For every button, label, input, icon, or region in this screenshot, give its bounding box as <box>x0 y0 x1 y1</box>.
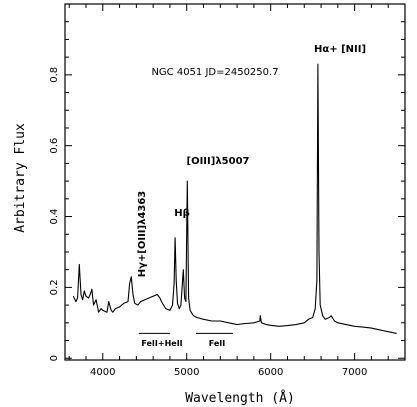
plot-frame <box>64 3 406 361</box>
x-axis-title: Wavelength (Å) <box>185 390 295 406</box>
feii-label: FeII <box>209 339 226 348</box>
spectrum-series-line <box>72 63 397 334</box>
x-tick-label: 4000 <box>90 367 115 378</box>
feii-heii-label: FeII+HeII <box>141 339 182 348</box>
y-tick-label: 0.6 <box>49 138 60 154</box>
oiii-label: [OIII]λ5007 <box>187 156 250 167</box>
x-tick-label: 5000 <box>174 367 199 378</box>
hbeta-label: Hβ <box>174 208 190 219</box>
x-tick-label: 7000 <box>342 367 367 378</box>
y-tick-label: 0 <box>49 355 60 361</box>
object-annotation: NGC 4051 JD=2450250.7 <box>151 67 278 78</box>
y-axis-title: Arbitrary Flux <box>13 123 28 233</box>
halpha-label: Hα+ [NII] <box>314 44 366 55</box>
x-axis <box>68 4 389 360</box>
y-tick-label: 0.4 <box>49 209 60 225</box>
y-tick-label: 0.2 <box>49 279 60 295</box>
hgamma-label: Hγ+[OIII]λ4363 <box>137 191 148 278</box>
y-axis <box>65 21 405 359</box>
y-tick-label: 0.8 <box>49 67 60 83</box>
x-tick-label: 6000 <box>258 367 283 378</box>
